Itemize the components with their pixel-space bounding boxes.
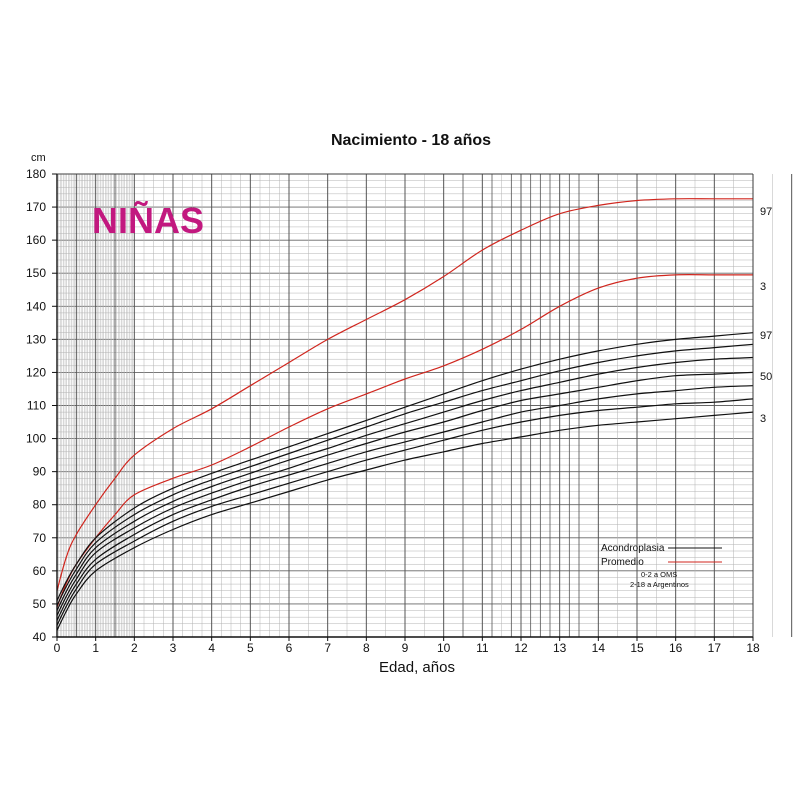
x-tick-label: 9 [402,641,409,655]
y-tick-label: 80 [33,498,47,512]
y-tick-label: 100 [26,432,46,446]
y-tick-label: 70 [33,531,47,545]
legend: Acondroplasia Promedio 0-2 a OMS 2-18 a … [601,543,722,589]
legend-note-argentinos: 2-18 a Argentinos [630,580,689,589]
x-tick-label: 18 [746,641,760,655]
acondroplasia-line-4 [56,356,754,611]
x-tick-label: 13 [553,641,567,655]
chart-title: Nacimiento - 18 años [331,132,491,149]
y-tick-label: 130 [26,332,46,346]
y-tick-label: 160 [26,233,46,247]
acondroplasia-line-2 [56,332,754,601]
legend-label-acondroplasia: Acondroplasia [601,543,665,554]
gender-label: NIÑAS [92,199,204,241]
pct-label-promedio-97: 97 [760,206,772,218]
promedio-line-1 [56,274,753,608]
x-tick-label: 11 [476,641,489,655]
series-layer [56,198,754,631]
x-tick-label: 12 [514,641,528,655]
pct-label-acondro-97: 97 [760,330,772,342]
pct-label-acondro-50: 50 [760,371,772,383]
x-tick-label: 6 [286,641,293,655]
y-unit-label: cm [31,152,46,164]
x-tick-label: 2 [131,641,138,655]
y-tick-label: 110 [27,399,46,413]
x-tick-label: 4 [208,641,215,655]
acondroplasia-line-5 [56,371,754,616]
x-tick-label: 16 [669,641,683,655]
promedio-line-0 [56,198,753,591]
x-axis-label: Edad, años [379,659,455,676]
x-tick-label: 5 [247,641,254,655]
pct-label-acondro-3: 3 [760,413,766,425]
x-tick-label: 15 [630,641,644,655]
x-tick-label: 14 [592,641,606,655]
acondroplasia-line-3 [56,343,754,606]
y-tick-label: 140 [26,299,46,313]
y-tick-label: 60 [33,564,47,578]
acondroplasia-line-7 [56,398,754,626]
y-tick-label: 40 [33,630,47,644]
y-tick-label: 50 [33,597,47,611]
x-tick-label: 8 [363,641,370,655]
grid [56,173,793,638]
x-tick-label: 0 [54,641,61,655]
acondroplasia-line-8 [56,411,754,631]
x-tick-label: 7 [324,641,331,655]
acondroplasia-line-6 [56,385,754,621]
legend-label-promedio: Promedio [601,557,644,568]
x-tick-label: 1 [92,641,99,655]
y-tick-label: 170 [26,200,46,214]
x-tick-label: 10 [437,641,451,655]
legend-note-oms: 0-2 a OMS [641,570,677,579]
y-tick-label: 120 [26,365,46,379]
y-tick-label: 180 [26,167,46,181]
pct-label-promedio-3: 3 [760,281,766,293]
axes: 4050607080901001101201301401501601701800… [26,167,760,655]
x-tick-label: 3 [170,641,177,655]
percentile-labels: 97 3 97 50 3 [760,206,772,425]
y-tick-label: 90 [33,465,47,479]
y-tick-label: 150 [26,266,46,280]
x-tick-label: 17 [708,641,722,655]
